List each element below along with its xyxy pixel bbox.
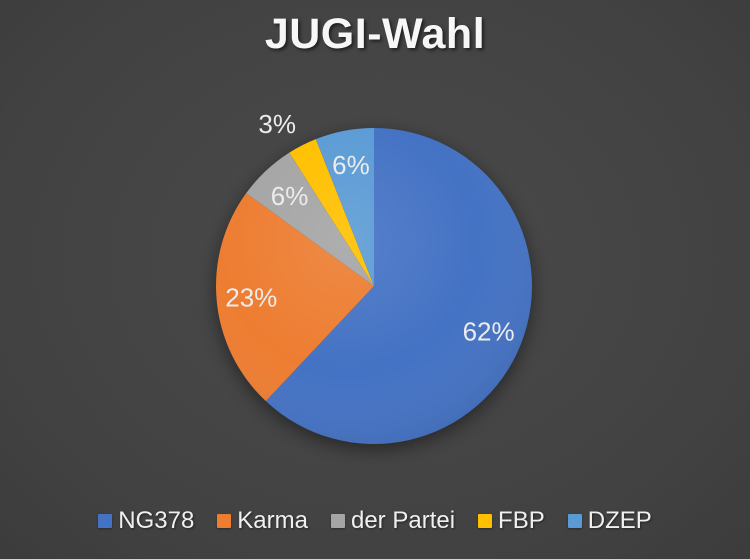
legend-swatch-der-partei	[330, 514, 345, 528]
legend-swatch-dzep	[567, 514, 582, 528]
chart-legend: NG378 Karma der Partei FBP DZEP	[0, 505, 750, 537]
legend-item-fbp: FBP	[478, 507, 545, 535]
pie-slices-group	[216, 128, 532, 444]
legend-item-karma: Karma	[217, 507, 308, 535]
legend-swatch-karma	[217, 514, 232, 528]
legend-swatch-fbp	[478, 514, 493, 528]
legend-item-der-partei: der Partei	[330, 507, 456, 535]
data-label-karma: 23%	[225, 283, 277, 313]
legend-swatch-ng378	[98, 514, 113, 528]
pie-shading-overlay	[216, 128, 532, 444]
legend-label-fbp: FBP	[498, 507, 545, 534]
data-label-ng378: 62%	[463, 316, 515, 346]
data-label-fbp: 3%	[258, 109, 296, 139]
legend-label-karma: Karma	[237, 507, 308, 534]
legend-label-der-partei: der Partei	[350, 507, 456, 534]
legend-item-ng378: NG378	[98, 507, 194, 535]
legend-label-ng378: NG378	[118, 507, 195, 534]
data-label-dzep: 6%	[332, 150, 370, 180]
legend-item-dzep: DZEP	[567, 507, 652, 535]
legend-label-dzep: DZEP	[587, 507, 652, 534]
chart-title: JUGI-Wahl	[264, 10, 486, 58]
data-label-der-partei: 6%	[271, 181, 309, 211]
pie-data-labels-group: 62% 23% 6% 3% 6%	[225, 109, 514, 346]
